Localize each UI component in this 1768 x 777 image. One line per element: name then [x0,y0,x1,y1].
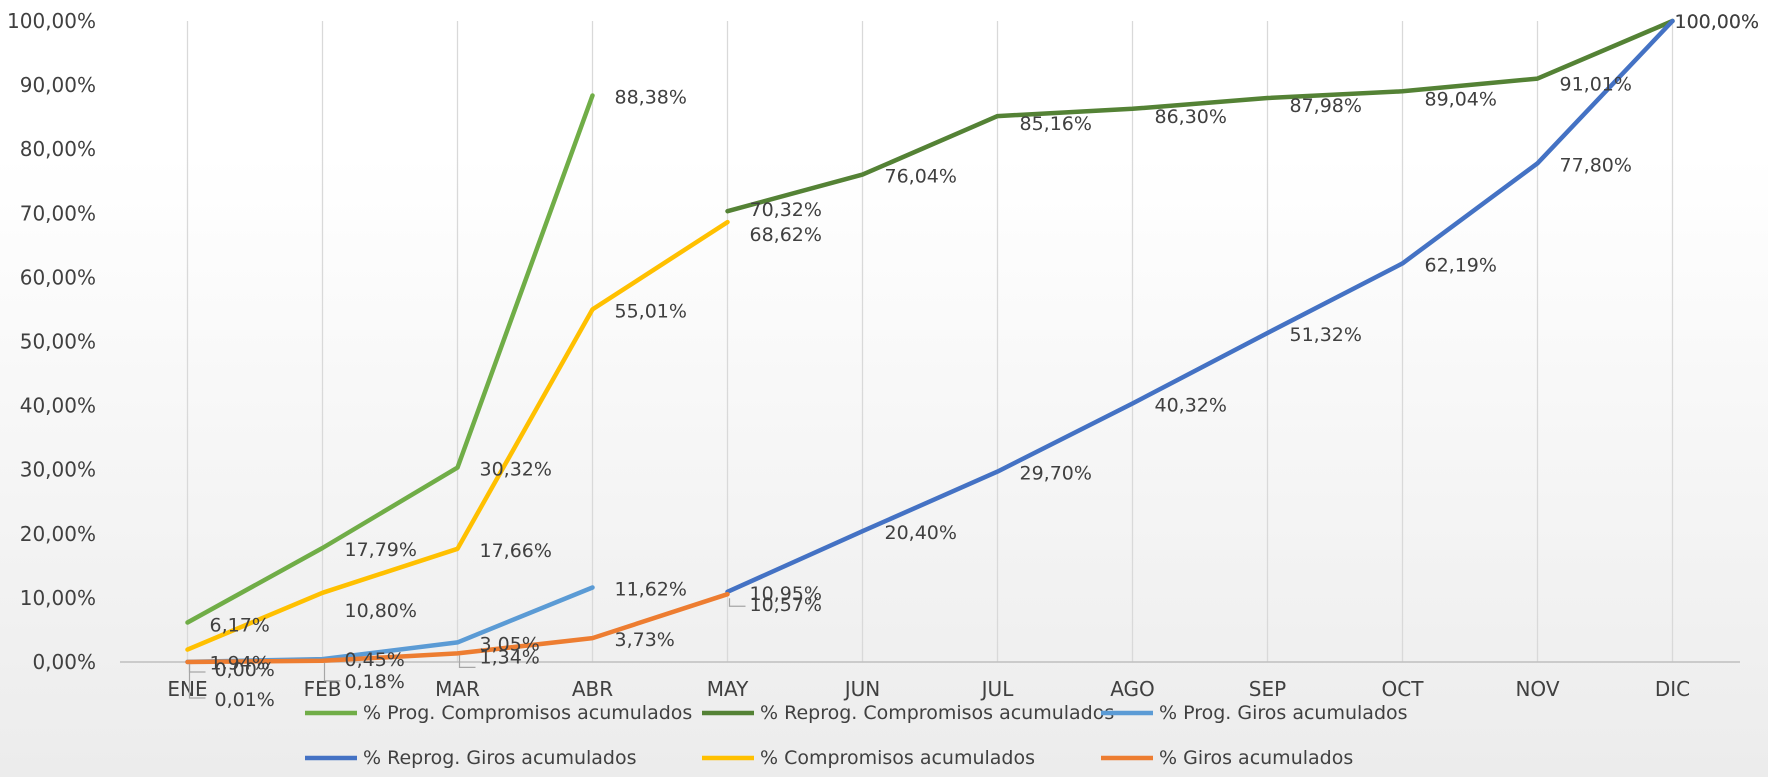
data-label-pct-prog-compromisos-acumulados-ene: 6,17% [210,614,270,636]
data-label-pct-compromisos-acumulados-ene: 1,94% [210,653,270,675]
x-tick-label-sep: SEP [1249,677,1286,701]
data-label-pct-compromisos-acumulados-may: 68,62% [750,224,822,246]
data-label-pct-reprog-compromisos-acumulados-nov: 91,01% [1560,74,1632,96]
data-label-pct-prog-compromisos-acumulados-abr: 88,38% [615,86,687,108]
legend-label-pct-reprog-giros-acumulados: % Reprog. Giros acumulados [363,747,637,769]
data-label-pct-reprog-giros-acumulados-may: 10,95% [750,583,822,605]
leader-line [188,664,206,673]
leader-line [458,655,476,669]
series-line-pct-reprog-compromisos-acumulados [725,18,1675,214]
data-label-pct-reprog-compromisos-acumulados-jun: 76,04% [885,166,957,188]
data-label-pct-compromisos-acumulados-feb: 10,80% [345,600,417,622]
legend-label-pct-compromisos-acumulados: % Compromisos acumulados [760,747,1035,769]
y-tick-label: 100,00% [7,9,96,33]
data-label-pct-reprog-compromisos-acumulados-dic: 100,00% [1675,11,1760,33]
data-label-pct-giros-acumulados-feb: 0,18% [345,671,405,693]
y-tick-label: 70,00% [20,201,96,225]
y-tick-label: 50,00% [20,330,96,354]
data-label-pct-prog-compromisos-acumulados-mar: 30,32% [480,459,552,481]
x-tick-label-nov: NOV [1515,677,1559,701]
data-label-pct-reprog-compromisos-acumulados-oct: 89,04% [1425,88,1497,110]
y-tick-label: 90,00% [20,73,96,97]
data-label-pct-prog-giros-acumulados-abr: 11,62% [615,579,687,601]
data-label-pct-reprog-compromisos-acumulados-ago: 86,30% [1155,106,1227,128]
y-tick-label: 10,00% [20,586,96,610]
x-tick-label-jul: JUL [980,677,1015,701]
legend-label-pct-reprog-compromisos-acumulados: % Reprog. Compromisos acumulados [760,702,1114,724]
legend-label-pct-prog-compromisos-acumulados: % Prog. Compromisos acumulados [363,702,692,724]
data-label-pct-reprog-compromisos-acumulados-may: 70,32% [750,199,822,221]
data-label-pct-reprog-giros-acumulados-sep: 51,32% [1290,324,1362,346]
data-label-pct-prog-compromisos-acumulados-feb: 17,79% [345,539,417,561]
data-label-pct-reprog-giros-acumulados-jul: 29,70% [1020,463,1092,485]
data-label-pct-compromisos-acumulados-mar: 17,66% [480,540,552,562]
x-tick-label-mar: MAR [435,677,480,701]
data-label-pct-reprog-giros-acumulados-jun: 20,40% [885,522,957,544]
y-tick-label: 60,00% [20,265,96,289]
legend: % Prog. Compromisos acumulados % Reprog. … [305,702,1408,769]
data-label-pct-reprog-giros-acumulados-dic: 100,00% [1675,11,1760,33]
y-tick-label: 80,00% [20,137,96,161]
grid-lines [186,21,1674,662]
data-label-pct-prog-giros-acumulados-feb: 0,45% [345,649,405,671]
series-line-pct-giros-acumulados [185,591,730,665]
y-tick-label: 40,00% [20,394,96,418]
data-label-pct-giros-acumulados-abr: 3,73% [615,629,675,651]
x-tick-label-ene: ENE [167,677,207,701]
data-label-pct-reprog-giros-acumulados-oct: 62,19% [1425,254,1497,276]
x-tick-label-may: MAY [707,677,749,701]
y-tick-label: 30,00% [20,458,96,482]
data-label-pct-giros-acumulados-mar: 1,34% [480,646,540,668]
data-label-pct-reprog-giros-acumulados-ago: 40,32% [1155,395,1227,417]
y-tick-label: 20,00% [20,522,96,546]
x-tick-label-dic: DIC [1655,677,1690,701]
data-label-pct-prog-giros-acumulados-mar: 3,05% [480,633,540,655]
legend-label-pct-giros-acumulados: % Giros acumulados [1159,747,1353,769]
data-label-pct-reprog-giros-acumulados-nov: 77,80% [1560,154,1632,176]
data-label-pct-reprog-compromisos-acumulados-jul: 85,16% [1020,113,1092,135]
x-tick-label-oct: OCT [1382,677,1425,701]
series-line-pct-compromisos-acumulados [185,219,730,652]
series-line-pct-prog-compromisos-acumulados [185,93,595,625]
leader-line [323,662,341,682]
y-tick-label: 0,00% [32,650,96,674]
leader-line [728,598,746,607]
legend-label-pct-prog-giros-acumulados: % Prog. Giros acumulados [1159,702,1408,724]
data-label-pct-giros-acumulados-ene: 0,00% [215,659,275,681]
axes: 0,00% 10,00% 20,00% 30,00% 40,00% 50,00% 60,00… [7,9,1740,701]
x-tick-label-abr: ABR [572,677,613,701]
x-tick-label-ago: AGO [1110,677,1155,701]
series-line-pct-reprog-giros-acumulados [725,18,1675,595]
series-lines [185,18,1675,665]
data-label-pct-giros-acumulados-may: 10,57% [750,594,822,616]
data-labels: 6,17% 17,79% 30,32% 88,38% 70,32% 76,04% 85,16… [188,11,1760,711]
data-label-pct-compromisos-acumulados-abr: 55,01% [615,300,687,322]
x-tick-label-jun: JUN [843,677,881,701]
data-label-pct-prog-giros-acumulados-ene: 0,01% [215,689,275,711]
data-label-pct-reprog-compromisos-acumulados-sep: 87,98% [1290,95,1362,117]
leader-line [188,664,206,699]
